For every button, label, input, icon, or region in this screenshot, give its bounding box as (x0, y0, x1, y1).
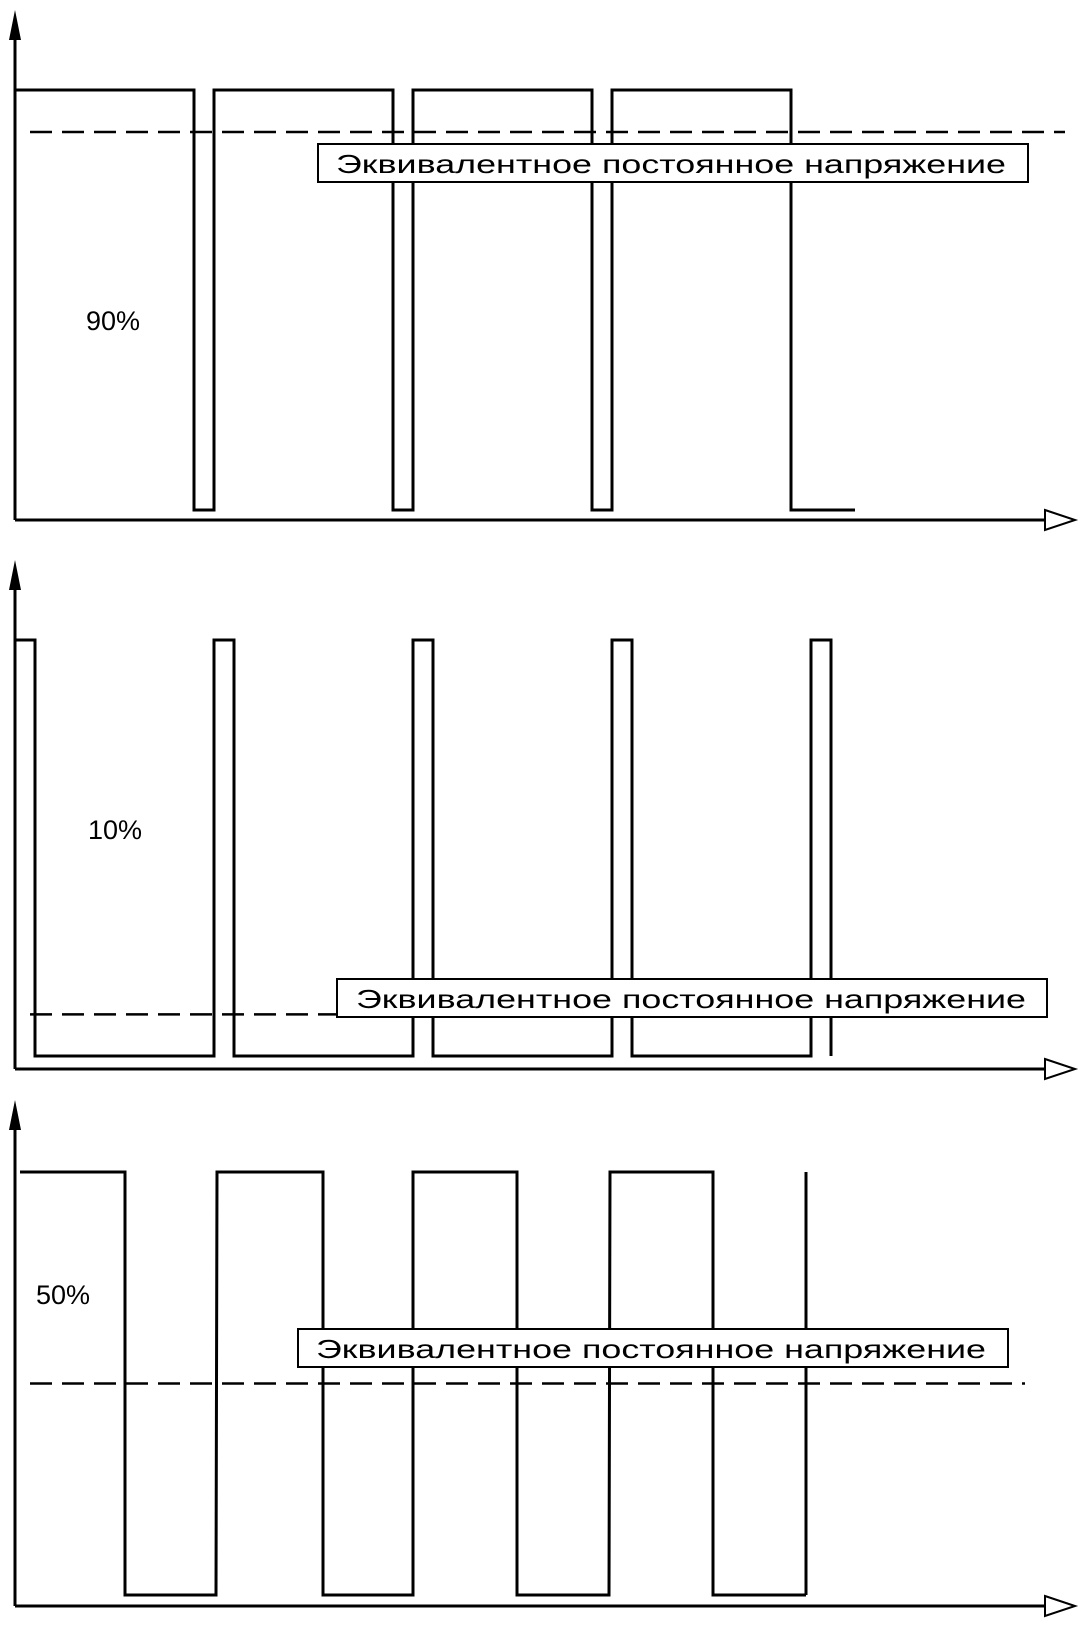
x-axis-arrow-icon (1044, 508, 1079, 532)
panel-duty-90: Эквивалентное постоянное напряжение 90% (9, 10, 1079, 532)
equivalent-voltage-label: Эквивалентное постоянное напряжение (336, 149, 1006, 179)
y-axis-arrow-icon (9, 1100, 21, 1130)
equivalent-voltage-label-box (317, 143, 1029, 183)
duty-cycle-label: 10% (88, 815, 142, 845)
equivalent-voltage-label-box (297, 1328, 1009, 1368)
y-axis-arrow-icon (9, 10, 21, 40)
equivalent-voltage-label: Эквивалентное постоянное напряжение (356, 984, 1026, 1014)
y-axis-arrow-icon (9, 560, 21, 590)
duty-cycle-label: 50% (36, 1280, 90, 1310)
pwm-waveform (13, 88, 855, 512)
panel-duty-10: Эквивалентное постоянное напряжение 10% (9, 560, 1079, 1081)
equivalent-voltage-label: Эквивалентное постоянное напряжение (316, 1334, 986, 1364)
x-axis-arrow-icon (1044, 1057, 1079, 1081)
x-axis-arrow-icon (1044, 1594, 1079, 1618)
duty-cycle-label: 90% (86, 306, 140, 336)
equivalent-voltage-label-box (336, 978, 1048, 1018)
pwm-waveform (13, 638, 833, 1068)
panel-duty-50: Эквивалентное постоянное напряжение 50% (9, 1100, 1079, 1618)
